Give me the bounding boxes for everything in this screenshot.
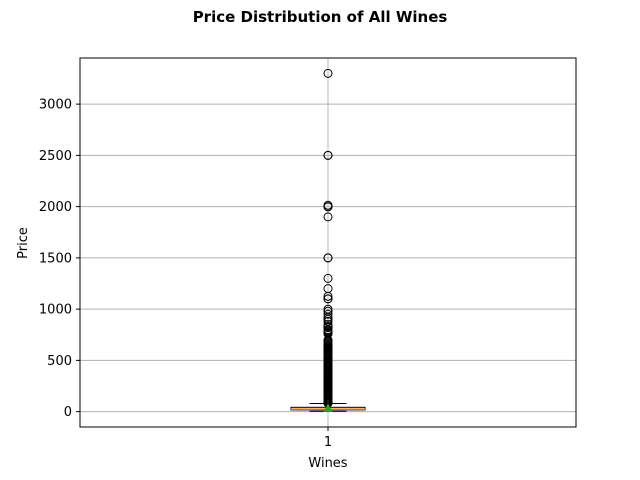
y-tick-label: 3000 [39,98,72,113]
x-tick-label: 1 [324,435,332,450]
y-tick-label: 1500 [39,251,72,266]
outlier-point [323,253,333,263]
outlier-point [323,212,333,222]
outlier-point [323,150,333,160]
x-axis-label: Wines [308,456,347,471]
outlier-point [323,273,333,283]
y-axis: 0 500 1000 1500 2000 2500 3000 [39,98,80,420]
outlier-point [323,294,333,304]
chart-title: Price Distribution of All Wines [193,8,448,26]
y-axis-label: Price [16,227,31,259]
grid-lines [80,58,576,427]
outlier-point [323,291,333,301]
outlier-point [323,68,333,78]
y-tick-label: 2500 [39,149,72,164]
mean-marker [323,403,333,412]
y-tick-label: 2000 [39,200,72,215]
outlier-point [323,309,333,319]
y-tick-label: 0 [64,405,72,420]
plot-marks [290,68,366,412]
x-axis: 1 [324,427,332,450]
y-tick-label: 500 [47,354,72,369]
outlier-point [323,202,333,212]
y-tick-label: 1000 [39,303,72,318]
